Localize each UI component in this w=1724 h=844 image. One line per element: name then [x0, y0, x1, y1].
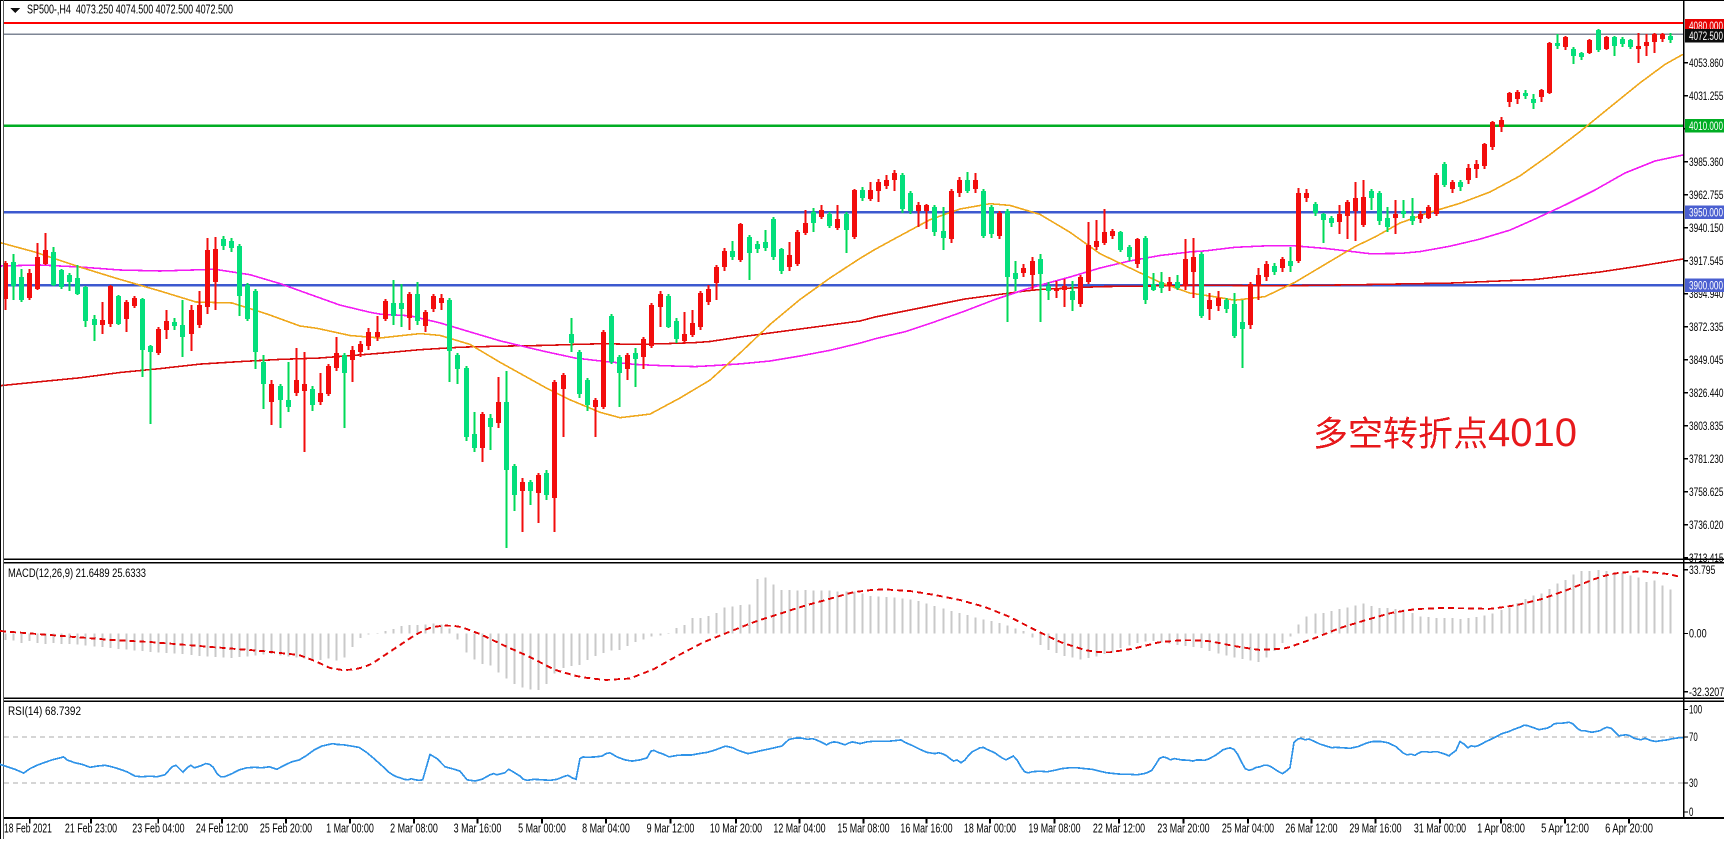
svg-text:6 Apr 20:00: 6 Apr 20:00 [1605, 822, 1653, 836]
svg-text:3985.360: 3985.360 [1689, 155, 1724, 169]
svg-text:33.795: 33.795 [1689, 563, 1716, 577]
svg-text:23 Mar 20:00: 23 Mar 20:00 [1157, 822, 1209, 836]
svg-text:8 Mar 04:00: 8 Mar 04:00 [582, 822, 630, 836]
svg-text:-32.3207: -32.3207 [1689, 685, 1724, 699]
svg-text:12 Mar 04:00: 12 Mar 04:00 [773, 822, 825, 836]
svg-text:19 Mar 08:00: 19 Mar 08:00 [1028, 822, 1080, 836]
svg-text:25 Feb 20:00: 25 Feb 20:00 [260, 822, 312, 836]
svg-text:3 Mar 16:00: 3 Mar 16:00 [454, 822, 502, 836]
svg-text:70: 70 [1689, 730, 1698, 744]
svg-text:18 Mar 00:00: 18 Mar 00:00 [964, 822, 1016, 836]
svg-text:16 Mar 16:00: 16 Mar 16:00 [900, 822, 952, 836]
svg-text:3736.020: 3736.020 [1689, 518, 1724, 532]
svg-text:4053.860: 4053.860 [1689, 56, 1724, 70]
svg-text:3872.335: 3872.335 [1689, 320, 1724, 334]
svg-text:4072.500: 4072.500 [1689, 29, 1723, 43]
svg-text:26 Mar 12:00: 26 Mar 12:00 [1285, 822, 1337, 836]
svg-text:3900.000: 3900.000 [1689, 279, 1723, 293]
svg-text:0: 0 [1689, 805, 1694, 819]
svg-text:4010: 4010 [1488, 411, 1577, 455]
svg-text:15 Mar 08:00: 15 Mar 08:00 [837, 822, 889, 836]
svg-text:23 Feb 04:00: 23 Feb 04:00 [132, 822, 184, 836]
svg-text:RSI(14) 68.7392: RSI(14) 68.7392 [8, 704, 81, 718]
svg-text:5 Mar 00:00: 5 Mar 00:00 [518, 822, 566, 836]
svg-text:100: 100 [1689, 703, 1702, 717]
svg-text:30: 30 [1689, 776, 1698, 790]
svg-text:1 Mar 00:00: 1 Mar 00:00 [326, 822, 374, 836]
svg-text:3758.625: 3758.625 [1689, 485, 1724, 499]
svg-text:3826.440: 3826.440 [1689, 386, 1724, 400]
svg-text:31 Mar 00:00: 31 Mar 00:00 [1414, 822, 1466, 836]
svg-text:0.00: 0.00 [1689, 627, 1707, 641]
svg-text:29 Mar 16:00: 29 Mar 16:00 [1349, 822, 1401, 836]
svg-text:24 Feb 12:00: 24 Feb 12:00 [196, 822, 248, 836]
svg-text:5 Apr 12:00: 5 Apr 12:00 [1541, 822, 1589, 836]
svg-text:3950.000: 3950.000 [1689, 206, 1723, 220]
svg-text:22 Mar 12:00: 22 Mar 12:00 [1093, 822, 1145, 836]
svg-text:4010.000: 4010.000 [1689, 119, 1723, 133]
svg-text:3849.045: 3849.045 [1689, 353, 1724, 367]
svg-text:2 Mar 08:00: 2 Mar 08:00 [390, 822, 438, 836]
svg-text:25 Mar 04:00: 25 Mar 04:00 [1222, 822, 1274, 836]
svg-text:3917.545: 3917.545 [1689, 254, 1724, 268]
svg-text:3713.415: 3713.415 [1689, 551, 1724, 565]
svg-text:9 Mar 12:00: 9 Mar 12:00 [647, 822, 695, 836]
svg-text:SP500-,H4 4073.250 4074.500 4: SP500-,H4 4073.250 4074.500 4072.500 407… [27, 3, 233, 17]
svg-text:10 Mar 20:00: 10 Mar 20:00 [710, 822, 762, 836]
svg-text:3962.755: 3962.755 [1689, 188, 1724, 202]
svg-text:4031.255: 4031.255 [1689, 89, 1724, 103]
svg-text:1 Apr 08:00: 1 Apr 08:00 [1477, 822, 1525, 836]
svg-text:3940.150: 3940.150 [1689, 221, 1724, 235]
svg-text:MACD(12,26,9) 21.6489 25.6333: MACD(12,26,9) 21.6489 25.6333 [8, 566, 146, 580]
svg-text:3803.835: 3803.835 [1689, 419, 1724, 433]
svg-text:21 Feb 23:00: 21 Feb 23:00 [65, 822, 117, 836]
svg-text:3781.230: 3781.230 [1689, 452, 1724, 466]
svg-text:18 Feb 2021: 18 Feb 2021 [4, 822, 52, 836]
